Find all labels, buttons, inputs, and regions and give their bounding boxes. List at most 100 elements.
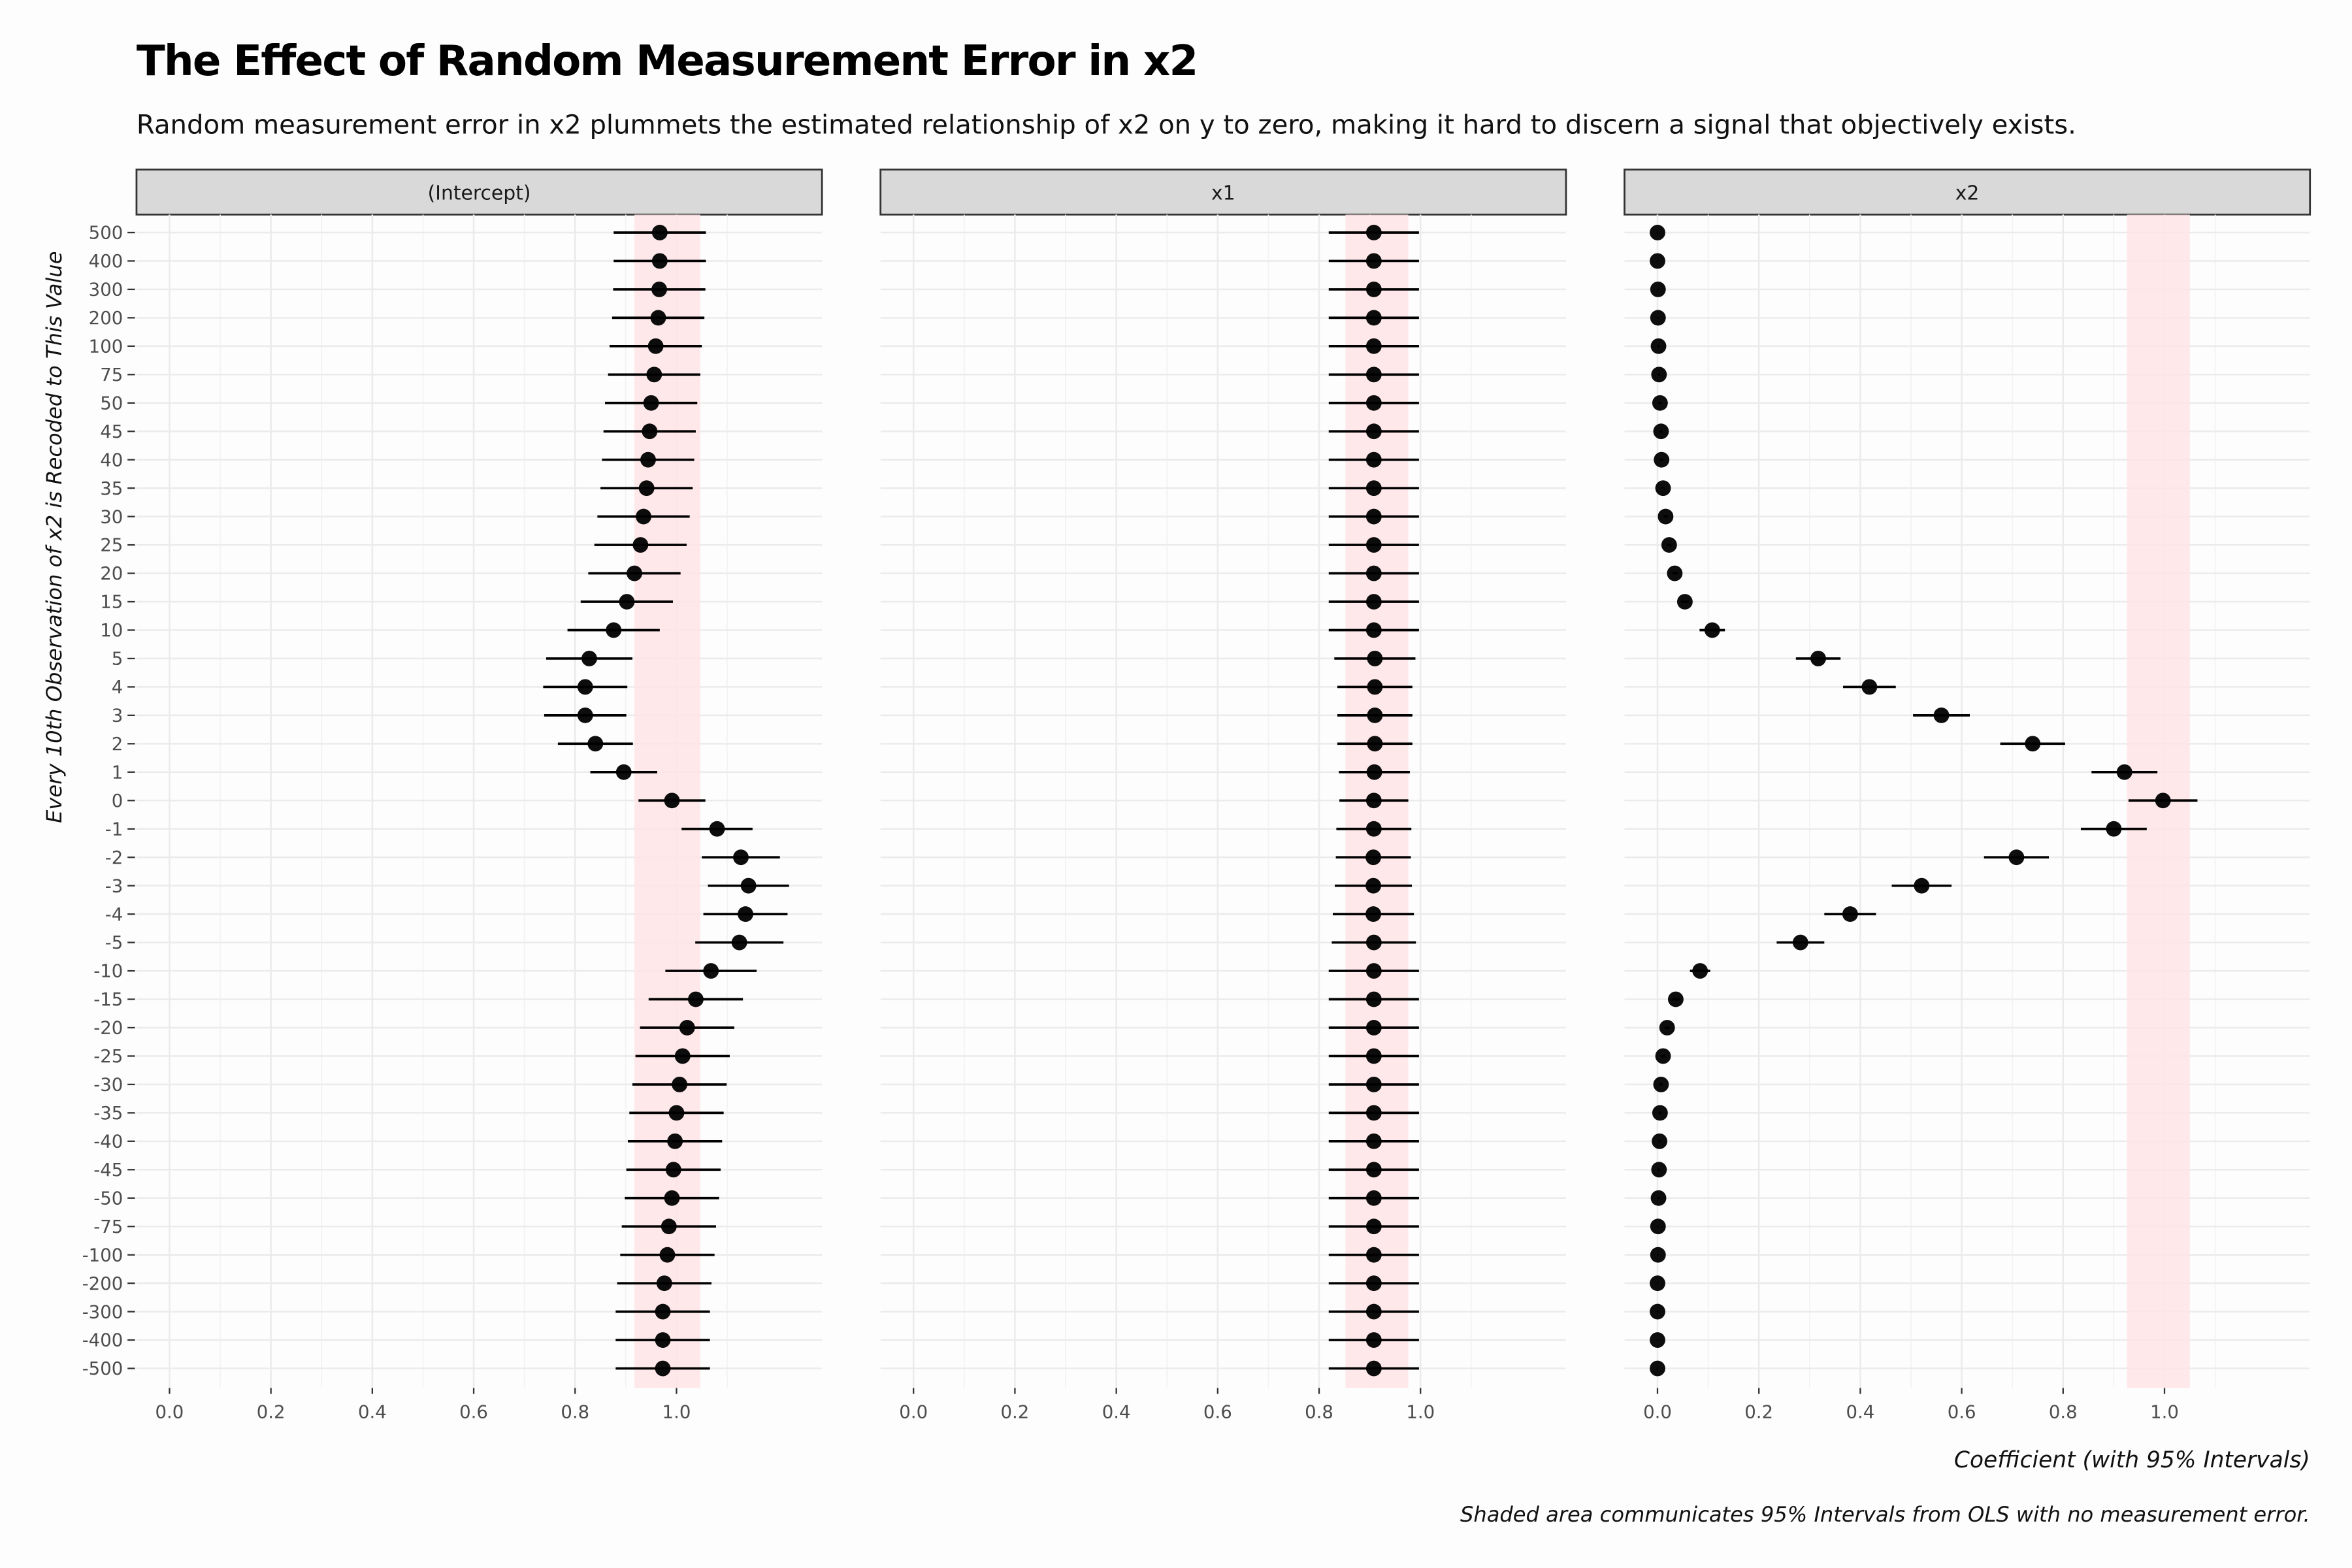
estimate-point <box>1365 281 1382 297</box>
estimate-point <box>1692 963 1708 979</box>
estimate-point <box>1810 651 1826 666</box>
estimate-point <box>1652 395 1668 411</box>
y-tick-label: 4 <box>112 677 123 698</box>
estimate-point <box>587 736 604 752</box>
x-tick-label: 0.0 <box>899 1401 928 1422</box>
estimate-point <box>1365 1105 1382 1121</box>
estimate-point <box>1365 1190 1382 1206</box>
estimate-point <box>1365 395 1382 411</box>
x-tick-label: 0.2 <box>1744 1401 1773 1422</box>
y-tick-label: 20 <box>100 563 123 584</box>
estimate-point <box>1658 508 1674 525</box>
estimate-point <box>1365 537 1382 553</box>
estimate-point <box>1367 736 1383 752</box>
estimate-point <box>1652 1133 1668 1149</box>
facet-panels: (Intercept) 0.0 0.2 0.4 0.6 0.8 1.0 x1 0.0 0.2 0.4… <box>135 169 2311 1422</box>
y-tick-label: 10 <box>100 620 123 641</box>
estimate-point <box>664 792 680 809</box>
estimate-point <box>619 594 635 610</box>
y-tick-label: 2 <box>112 734 123 755</box>
estimate-point <box>1651 367 1667 383</box>
x-tick-label: 0.8 <box>1305 1401 1333 1422</box>
estimate-point <box>1661 537 1677 553</box>
estimate-point <box>1365 594 1382 610</box>
y-tick-label: 300 <box>89 280 123 301</box>
estimate-point <box>1365 792 1382 809</box>
estimate-point <box>1792 934 1808 951</box>
estimate-point <box>738 906 753 923</box>
estimate-point <box>2116 764 2132 780</box>
estimate-point <box>1365 821 1382 837</box>
y-tick-label: 45 <box>100 421 123 442</box>
estimate-point <box>655 1360 671 1377</box>
estimate-point <box>1365 1247 1382 1263</box>
estimate-point <box>1650 253 1665 269</box>
estimate-point <box>1650 1360 1665 1377</box>
facet-strip-label: x1 <box>1211 182 1235 204</box>
facet-strip <box>135 169 823 216</box>
estimate-point <box>643 395 659 411</box>
facet-panel-intercept: (Intercept) 0.0 0.2 0.4 0.6 0.8 1.0 <box>135 169 823 1422</box>
x-tick-label: 0.6 <box>1948 1401 1976 1422</box>
facet-panel-x1: x1 0.0 0.2 0.4 0.6 0.8 1.0 <box>879 169 1567 1422</box>
estimate-point <box>1365 451 1382 468</box>
estimate-point <box>688 991 704 1007</box>
estimate-point <box>1650 1247 1666 1263</box>
estimate-point <box>665 1162 681 1178</box>
estimate-point <box>1652 1105 1668 1121</box>
estimate-point <box>1676 594 1693 610</box>
x-tick-label: 1.0 <box>662 1401 691 1422</box>
estimate-point <box>2008 849 2025 866</box>
y-tick-label: 400 <box>89 251 123 272</box>
estimate-point <box>672 1076 688 1092</box>
estimate-point <box>1667 991 1684 1007</box>
y-tick-label: 25 <box>100 535 123 556</box>
estimate-point <box>1365 934 1382 951</box>
estimate-point <box>1365 310 1382 326</box>
y-tick-label: -40 <box>93 1131 123 1152</box>
estimate-point <box>661 1218 677 1235</box>
estimate-point <box>1655 1048 1671 1064</box>
estimate-point <box>577 679 593 695</box>
estimate-point <box>651 225 668 240</box>
estimate-point <box>1365 1076 1382 1092</box>
estimate-point <box>1367 679 1383 695</box>
y-axis: 5004003002001007550454035302520151054321… <box>82 223 135 1379</box>
y-tick-label: -30 <box>93 1075 123 1096</box>
estimate-point <box>1365 367 1382 383</box>
x-tick-label: 0.8 <box>561 1401 589 1422</box>
estimate-point <box>1365 1332 1382 1348</box>
estimate-point <box>1933 707 1950 723</box>
estimate-point <box>1365 877 1382 894</box>
y-tick-label: -20 <box>93 1018 123 1039</box>
estimate-point <box>709 821 725 837</box>
x-axis-title: Coefficient (with 95% Intervals) <box>1954 1447 2310 1473</box>
estimate-point <box>638 480 655 497</box>
y-tick-label: -100 <box>82 1245 123 1266</box>
x-tick-label: 0.4 <box>1102 1401 1131 1422</box>
y-tick-label: -45 <box>93 1160 123 1181</box>
estimate-point <box>1651 1162 1667 1178</box>
y-tick-label: 200 <box>89 308 123 329</box>
y-tick-label: -200 <box>82 1273 123 1294</box>
estimate-point <box>1365 225 1382 240</box>
estimate-point <box>2106 821 2122 837</box>
x-tick-label: 0.4 <box>1846 1401 1874 1422</box>
estimate-point <box>1365 1218 1382 1235</box>
estimate-point <box>1365 423 1382 440</box>
estimate-point <box>674 1048 691 1064</box>
x-tick-label: 0.6 <box>459 1401 488 1422</box>
estimate-point <box>581 651 597 666</box>
estimate-point <box>1365 508 1382 525</box>
x-tick-label: 0.0 <box>1643 1401 1672 1422</box>
estimate-point <box>1914 877 1930 894</box>
estimate-point <box>1650 225 1665 240</box>
estimate-point <box>1367 707 1383 723</box>
estimate-point <box>646 367 662 383</box>
estimate-point <box>740 877 757 894</box>
estimate-point <box>1650 338 1667 354</box>
x-tick-label: 1.0 <box>1406 1401 1435 1422</box>
x-tick-label: 0.6 <box>1203 1401 1232 1422</box>
y-tick-label: -500 <box>82 1358 123 1379</box>
x-tick-label: 0.2 <box>1001 1401 1030 1422</box>
